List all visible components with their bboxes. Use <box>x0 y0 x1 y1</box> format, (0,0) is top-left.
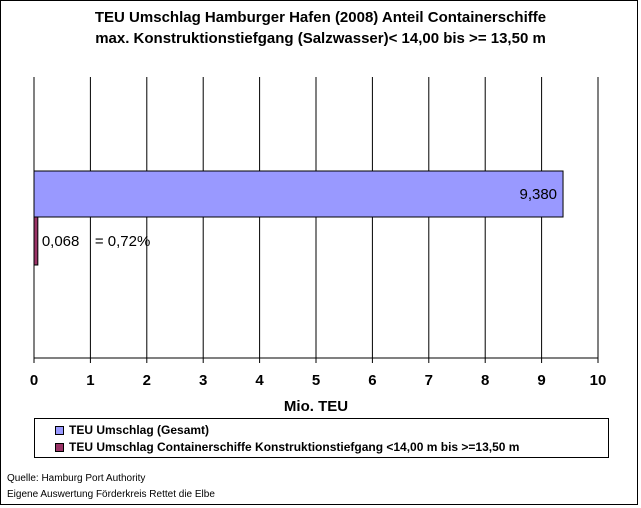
legend-item-total: TEU Umschlag (Gesamt) <box>55 421 209 439</box>
x-tick-label-9: 9 <box>537 372 545 389</box>
legend-label-containerships: TEU Umschlag Containerschiffe Konstrukti… <box>69 440 520 454</box>
source-line-2: Eigene Auswertung Förderkreis Rettet die… <box>7 489 215 500</box>
source-line-1: Quelle: Hamburg Port Authority <box>7 473 146 484</box>
x-tick-label-7: 7 <box>425 372 433 389</box>
bar-containerships <box>33 216 39 266</box>
legend: TEU Umschlag (Gesamt) TEU Umschlag Conta… <box>34 418 609 458</box>
x-tick-label-4: 4 <box>255 372 264 389</box>
x-tick-label-10: 10 <box>590 372 607 389</box>
legend-swatch-containerships <box>55 442 64 452</box>
legend-label-total: TEU Umschlag (Gesamt) <box>69 423 210 437</box>
bar-total <box>33 170 564 218</box>
x-tick-label-5: 5 <box>312 372 320 389</box>
chart-title-line-2: max. Konstruktionstiefgang (Salzwasser)<… <box>95 30 546 47</box>
x-axis-label: Mio. TEU <box>284 398 348 415</box>
x-tick-label-1: 1 <box>86 372 94 389</box>
x-tick-label-8: 8 <box>481 372 489 389</box>
x-tick-label-0: 0 <box>30 372 38 389</box>
legend-swatch-total <box>55 425 64 435</box>
x-tick-label-2: 2 <box>143 372 151 389</box>
annotation-percentage: = 0,72% <box>95 233 150 250</box>
legend-item-containerships: TEU Umschlag Containerschiffe Konstrukti… <box>55 438 519 456</box>
data-label-containerships: 0,068 <box>42 233 80 250</box>
x-tick-label-3: 3 <box>199 372 207 389</box>
x-tick-label-6: 6 <box>368 372 376 389</box>
chart-title-line-1: TEU Umschlag Hamburger Hafen (2008) Ante… <box>94 9 547 26</box>
data-label-total: 9,380 <box>519 186 557 203</box>
